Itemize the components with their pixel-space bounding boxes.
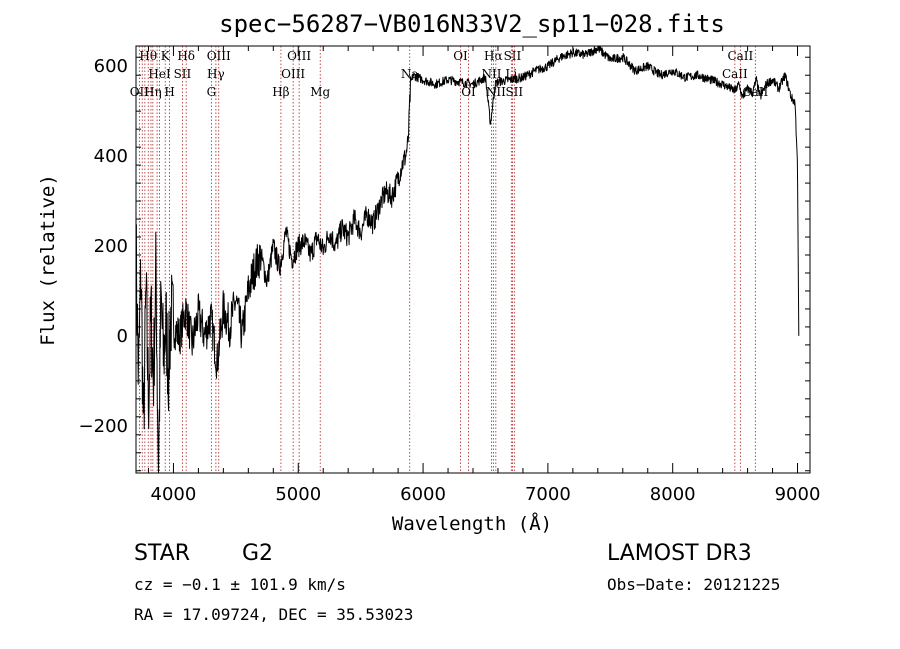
plot-frame (135, 45, 811, 474)
line-marker-label-28: CaII (722, 67, 748, 81)
y-tick-label-4: 600 (94, 56, 128, 77)
x-axis-label: Wavelength (Å) (392, 512, 552, 535)
object-type: STAR (134, 541, 190, 566)
coordinates: RA = 17.09724, DEC = 35.53023 (134, 605, 413, 624)
obs-date: Obs−Date: 20121225 (607, 575, 780, 594)
chart-title: spec−56287−VB016N33V2_sp11−028.fits (219, 10, 725, 38)
line-marker-label-23: Hα (484, 49, 503, 63)
line-marker-label-15: Hβ (272, 85, 289, 99)
line-marker-label-20: OI (453, 49, 468, 63)
line-marker-label-11: Hδ (177, 49, 195, 63)
y-tick-label-1: 0 (117, 326, 128, 347)
line-marker-label-27: SII (505, 85, 523, 99)
line-marker-label-5: Hη (144, 85, 162, 99)
line-marker-label-19: Na (401, 67, 419, 81)
line-marker-label-29: CaII (727, 49, 753, 63)
spectrum-line (135, 45, 800, 474)
spectrum-layer (135, 45, 800, 474)
x-tick-label-4: 8000 (650, 484, 696, 505)
line-marker-label-8: K (161, 49, 171, 63)
redshift-info: cz = −0.1 ± 101.9 km/s (134, 575, 346, 594)
line-marker-label-21: OI (461, 85, 476, 99)
x-tick-label-5: 9000 (775, 484, 821, 505)
line-marker-label-13: Hγ (207, 67, 225, 81)
y-axis-label: Flux (relative) (37, 174, 59, 346)
line-marker-label-17: OIII (287, 49, 311, 63)
line-marker-label-12: G (207, 85, 217, 99)
x-tick-label-0: 4000 (151, 484, 197, 505)
line-marker-label-7: HeI (148, 67, 171, 81)
x-tick-label-2: 6000 (400, 484, 446, 505)
line-marker-label-9: H (164, 85, 174, 99)
emission-line-markers: OIIHθHηHeIKHSIIHδGHγOIIIHβOIIIOIIIMgNaOI… (130, 46, 768, 473)
y-tick-label-0: −200 (79, 416, 128, 437)
line-marker-label-24: NII (486, 85, 506, 99)
line-marker-label-26: SII (504, 49, 522, 63)
object-subclass: G2 (242, 541, 273, 566)
line-marker-label-25: Li (505, 67, 517, 81)
survey-name: LAMOST DR3 (607, 541, 752, 566)
line-marker-label-0: OII (130, 85, 150, 99)
line-marker-label-22: NII (481, 67, 501, 81)
line-marker-label-18: Mg (310, 85, 330, 99)
x-tick-label-3: 7000 (525, 484, 571, 505)
line-marker-label-10: SII (174, 67, 192, 81)
y-tick-label-3: 400 (94, 146, 128, 167)
x-axis: 4000 5000 6000 7000 8000 9000 (147, 46, 821, 505)
line-marker-label-3: Hθ (139, 49, 157, 63)
line-marker-label-14: OIII (207, 49, 231, 63)
x-tick-label-1: 5000 (275, 484, 321, 505)
y-tick-label-2: 200 (94, 236, 128, 257)
y-axis: −200 0 200 400 600 (79, 56, 810, 472)
line-marker-label-16: OIII (281, 67, 305, 81)
